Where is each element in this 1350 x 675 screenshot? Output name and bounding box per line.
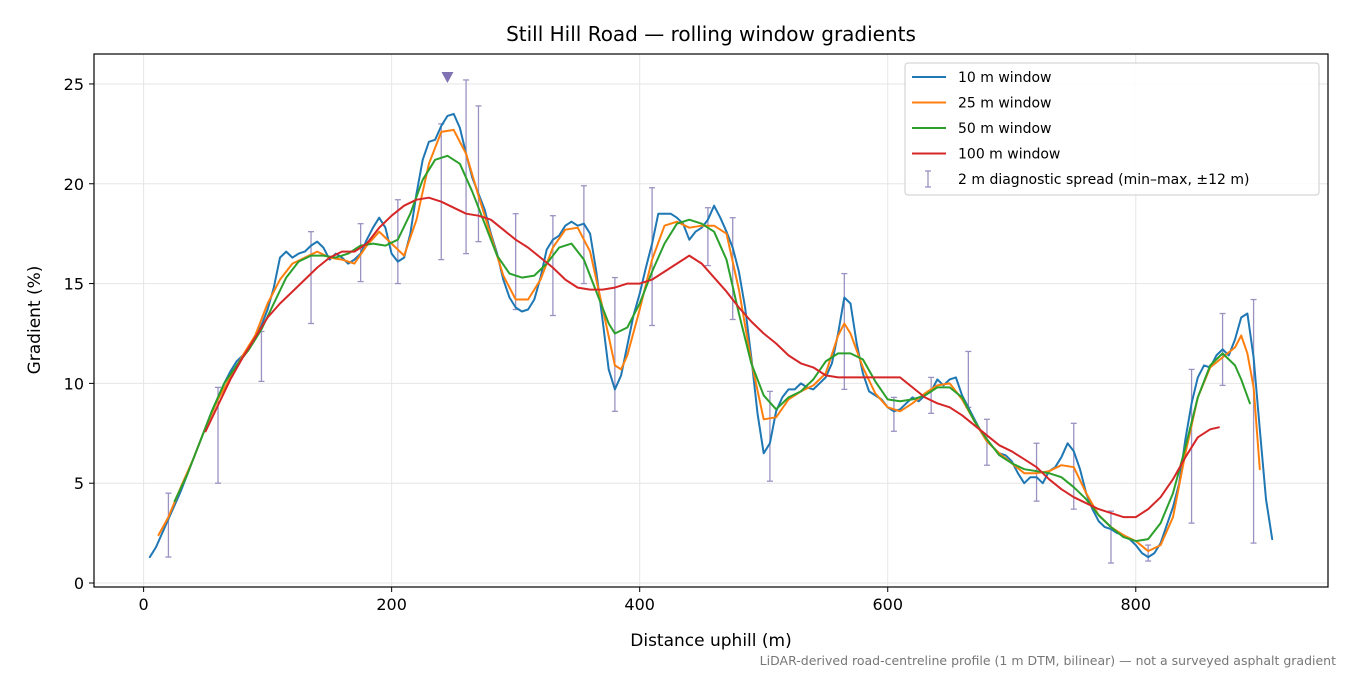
x-tick-label: 0	[139, 595, 149, 614]
plot-frame	[93, 53, 1329, 588]
x-tick-label: 600	[872, 595, 903, 614]
x-tick-label: 400	[624, 595, 655, 614]
legend-label: 2 m diagnostic spread (min–max, ±12 m)	[958, 172, 1249, 188]
errorbar	[463, 79, 470, 255]
y-tick-label: 20	[64, 175, 84, 194]
errorbar	[890, 396, 897, 432]
y-axis-ticks: 0 5 10 15 20 25	[64, 75, 94, 593]
y-tick-label: 0	[74, 574, 84, 593]
errorbar	[1107, 510, 1114, 564]
series-line-100-m-window	[204, 196, 1220, 519]
footnote: LiDAR-derived road-centreline profile (1…	[760, 653, 1336, 668]
errorbar	[1250, 298, 1257, 544]
y-tick-label: 15	[64, 275, 84, 294]
max-gradient-marker	[441, 71, 454, 83]
legend-item: 50 m window	[912, 121, 1051, 137]
legend-label: 50 m window	[958, 121, 1051, 137]
errorbar	[649, 187, 656, 327]
legend-box	[904, 62, 1320, 196]
errorbar	[549, 215, 556, 317]
legend-item: 2 m diagnostic spread (min–max, ±12 m)	[925, 170, 1249, 188]
errorbar	[580, 185, 587, 285]
x-axis-label: Distance uphill (m)	[630, 631, 791, 651]
legend-label: 10 m window	[958, 70, 1051, 86]
y-tick-label: 25	[64, 75, 84, 94]
errorbar	[766, 390, 773, 482]
errorbar	[394, 199, 401, 285]
x-tick-label: 800	[1120, 595, 1151, 614]
y-tick-label: 10	[64, 374, 84, 393]
series-lines	[148, 112, 1274, 559]
chart-title: Still Hill Road — rolling window gradien…	[506, 22, 916, 46]
x-tick-label: 200	[376, 595, 407, 614]
errorbar	[165, 492, 172, 558]
legend-item: 100 m window	[912, 147, 1060, 163]
legend-item: 10 m window	[912, 70, 1051, 86]
legend-label: 25 m window	[958, 96, 1051, 112]
legend-label: 100 m window	[958, 147, 1060, 163]
errorbar	[308, 231, 315, 325]
errorbar	[928, 376, 935, 414]
max-gradient-marker-group	[441, 71, 454, 83]
series-line-50-m-window	[173, 154, 1251, 543]
legend: 10 m window 25 m window 50 m window 100 m w…	[904, 62, 1320, 196]
errorbar	[1145, 544, 1152, 562]
legend-item: 25 m window	[912, 96, 1051, 112]
x-axis-ticks: 0 200 400 600 800	[139, 587, 1151, 614]
errorbar	[841, 272, 848, 391]
y-axis-label: Gradient (%)	[25, 266, 45, 375]
series-line-25-m-window	[157, 128, 1261, 553]
errorbar	[475, 105, 482, 243]
errorbar	[729, 217, 736, 321]
y-tick-label: 5	[74, 474, 84, 493]
